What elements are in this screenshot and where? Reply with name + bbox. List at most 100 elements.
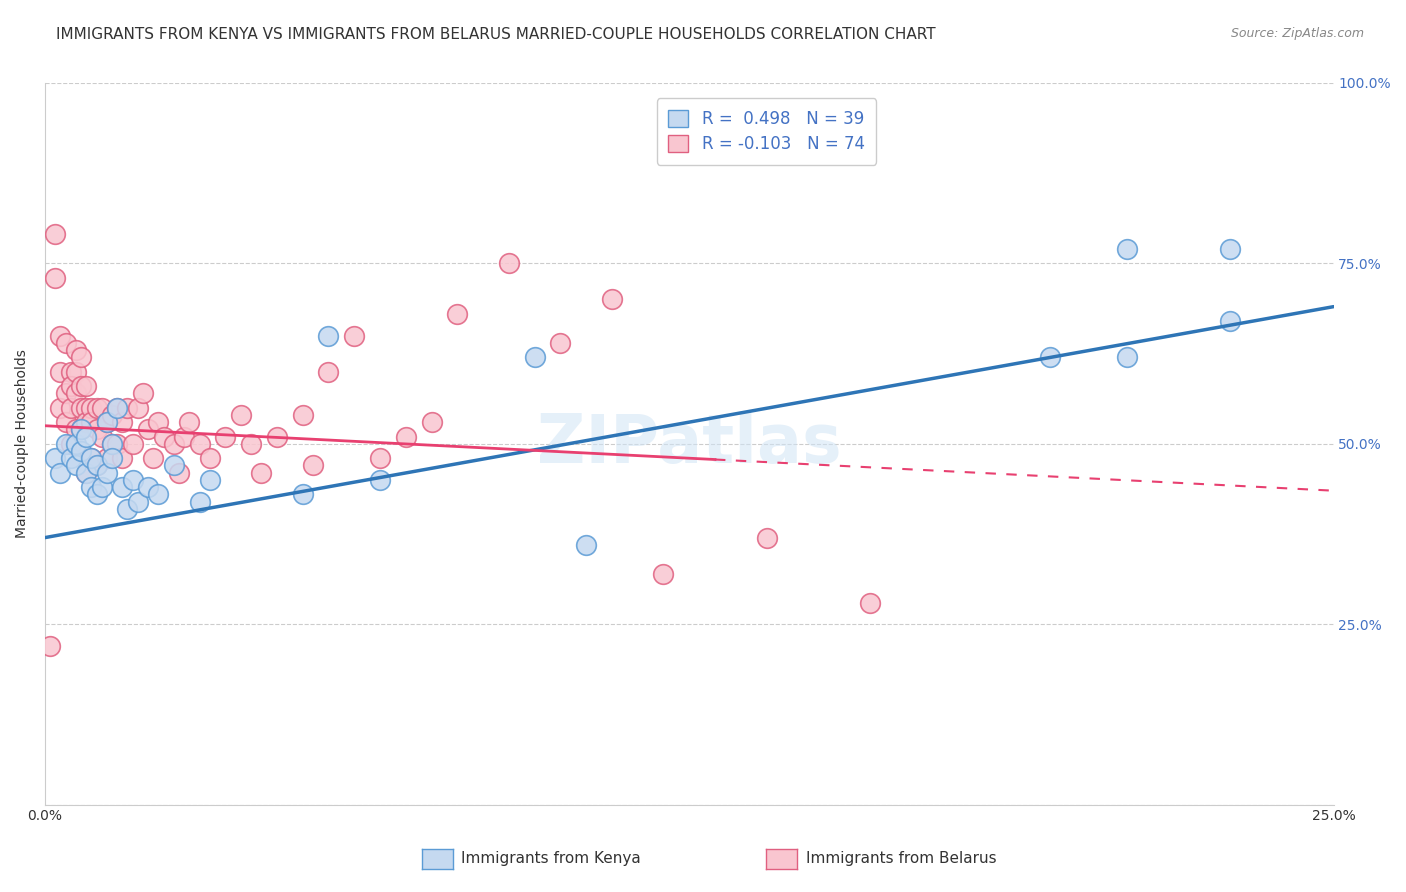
- Point: [65, 365, 87, 379]
- Point: [127, 401, 149, 415]
- Point: [121, 473, 143, 487]
- Point: [420, 415, 443, 429]
- Point: [127, 494, 149, 508]
- Point: [550, 335, 572, 350]
- Point: [163, 437, 186, 451]
- Point: [111, 480, 134, 494]
- Point: [318, 328, 340, 343]
- Point: [173, 429, 195, 443]
- Point: [90, 429, 112, 443]
- Point: [59, 437, 82, 451]
- Point: [96, 415, 118, 429]
- Point: [75, 429, 97, 443]
- Point: [59, 365, 82, 379]
- Point: [59, 379, 82, 393]
- Point: [65, 422, 87, 436]
- Point: [75, 379, 97, 393]
- Point: [198, 451, 221, 466]
- Point: [65, 343, 87, 357]
- Point: [1116, 350, 1139, 364]
- Point: [198, 473, 221, 487]
- Point: [179, 415, 201, 429]
- Point: [65, 458, 87, 473]
- Point: [148, 415, 170, 429]
- Point: [49, 365, 72, 379]
- Point: [1116, 242, 1139, 256]
- Point: [70, 379, 93, 393]
- Text: Immigrants from Kenya: Immigrants from Kenya: [461, 852, 641, 866]
- Point: [86, 487, 108, 501]
- Point: [96, 415, 118, 429]
- Point: [498, 256, 520, 270]
- Point: [55, 437, 77, 451]
- Point: [132, 386, 155, 401]
- Point: [59, 451, 82, 466]
- Point: [101, 451, 124, 466]
- Point: [121, 437, 143, 451]
- Point: [55, 386, 77, 401]
- Point: [44, 451, 66, 466]
- Legend: R =  0.498   N = 39, R = -0.103   N = 74: R = 0.498 N = 39, R = -0.103 N = 74: [657, 98, 876, 165]
- Point: [652, 566, 675, 581]
- Point: [188, 494, 211, 508]
- Point: [80, 401, 103, 415]
- Point: [117, 401, 139, 415]
- Point: [343, 328, 366, 343]
- Point: [70, 422, 93, 436]
- Point: [859, 596, 882, 610]
- Point: [90, 480, 112, 494]
- Point: [49, 401, 72, 415]
- Point: [86, 458, 108, 473]
- Point: [44, 270, 66, 285]
- Point: [188, 437, 211, 451]
- Point: [80, 451, 103, 466]
- Point: [55, 335, 77, 350]
- Point: [55, 415, 77, 429]
- Point: [70, 422, 93, 436]
- Point: [111, 415, 134, 429]
- Point: [229, 408, 252, 422]
- Point: [446, 307, 468, 321]
- Point: [105, 401, 128, 415]
- Point: [44, 227, 66, 242]
- Point: [111, 451, 134, 466]
- Point: [101, 437, 124, 451]
- Point: [318, 365, 340, 379]
- Point: [75, 401, 97, 415]
- Point: [368, 473, 391, 487]
- Point: [1219, 314, 1241, 328]
- Point: [163, 458, 186, 473]
- Point: [59, 401, 82, 415]
- Point: [105, 437, 128, 451]
- Point: [395, 429, 418, 443]
- Point: [86, 458, 108, 473]
- Point: [266, 429, 288, 443]
- Point: [105, 401, 128, 415]
- Point: [90, 401, 112, 415]
- Point: [368, 451, 391, 466]
- Text: Source: ZipAtlas.com: Source: ZipAtlas.com: [1230, 27, 1364, 40]
- Text: Immigrants from Belarus: Immigrants from Belarus: [806, 852, 997, 866]
- Point: [1219, 242, 1241, 256]
- Point: [575, 538, 598, 552]
- Point: [117, 501, 139, 516]
- Text: IMMIGRANTS FROM KENYA VS IMMIGRANTS FROM BELARUS MARRIED-COUPLE HOUSEHOLDS CORRE: IMMIGRANTS FROM KENYA VS IMMIGRANTS FROM…: [56, 27, 936, 42]
- Point: [755, 531, 778, 545]
- Point: [136, 480, 159, 494]
- Point: [214, 429, 236, 443]
- Point: [302, 458, 325, 473]
- Point: [1039, 350, 1062, 364]
- Point: [80, 451, 103, 466]
- Point: [96, 451, 118, 466]
- Point: [167, 466, 190, 480]
- Point: [600, 293, 623, 307]
- Point: [75, 466, 97, 480]
- Point: [291, 487, 314, 501]
- Point: [291, 408, 314, 422]
- Point: [240, 437, 263, 451]
- Point: [86, 401, 108, 415]
- Point: [148, 487, 170, 501]
- Point: [80, 480, 103, 494]
- Point: [152, 429, 174, 443]
- Point: [101, 437, 124, 451]
